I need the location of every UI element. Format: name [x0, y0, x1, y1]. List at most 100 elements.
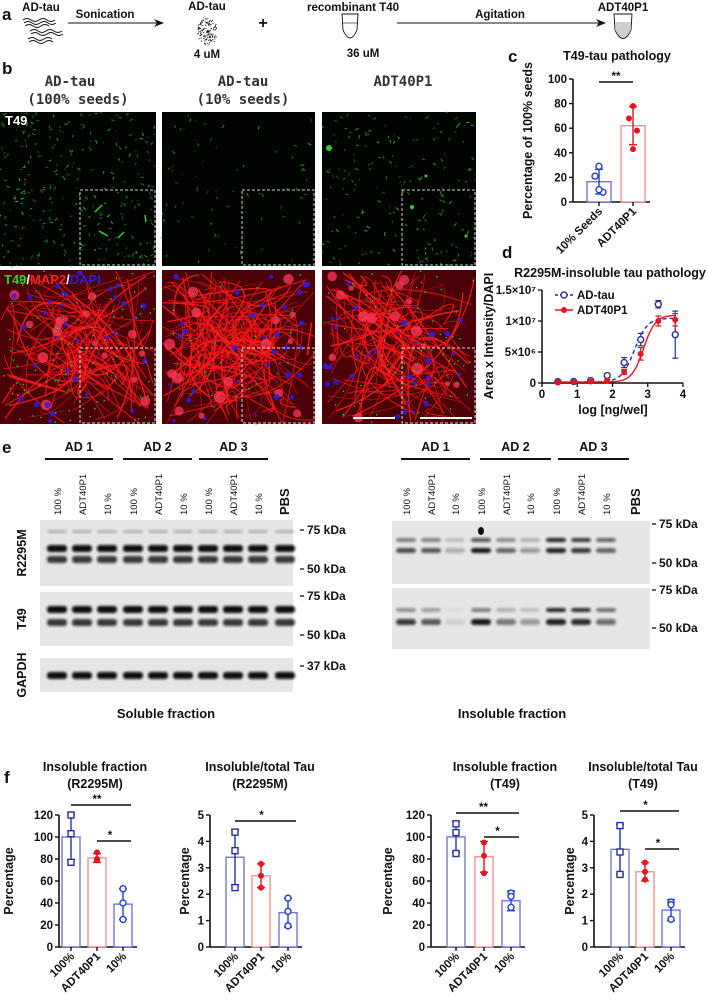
neurite	[69, 329, 147, 386]
tau-inclusion	[456, 382, 459, 384]
tau-inclusion	[232, 190, 235, 193]
tau-inclusion	[11, 265, 14, 269]
data-point	[119, 915, 127, 924]
tau-inclusion	[21, 211, 24, 216]
y-axis-label: Percentage	[563, 847, 577, 914]
tau-inclusion	[153, 133, 156, 136]
tau-inclusion	[137, 418, 140, 420]
tau-inclusion	[36, 150, 40, 153]
neuron-soma	[389, 311, 400, 322]
band	[173, 556, 193, 563]
tau-inclusion	[417, 257, 420, 260]
nucleus	[121, 301, 127, 307]
tau-inclusion	[443, 166, 446, 169]
tau-inclusion	[144, 287, 147, 289]
tau-inclusion	[56, 138, 59, 141]
neuron-soma	[171, 372, 184, 384]
tau-inclusion	[469, 194, 472, 199]
data-point	[258, 872, 264, 879]
tau-inclusion	[174, 205, 177, 208]
tau-inclusion	[466, 230, 470, 235]
data-point	[481, 839, 487, 846]
neuron-soma	[25, 320, 34, 329]
neurite	[43, 281, 135, 298]
lane-label: ADT40P1	[502, 474, 513, 515]
band	[123, 606, 143, 613]
band	[421, 619, 441, 625]
tau-inclusion	[102, 141, 105, 144]
tau-inclusion	[364, 145, 367, 147]
tau-inclusion	[118, 116, 122, 119]
tau-inclusion	[19, 418, 21, 421]
tau-inclusion	[116, 332, 118, 335]
tau-inclusion	[299, 197, 304, 199]
tau-inclusion	[93, 195, 97, 199]
tau-inclusion	[57, 302, 59, 305]
seed-particle	[211, 19, 213, 21]
data-point	[284, 894, 292, 902]
neuron-soma	[357, 311, 369, 323]
inset-box	[79, 347, 156, 424]
neurite	[424, 373, 453, 418]
seed-particle	[209, 36, 211, 38]
tau-inclusion	[115, 130, 117, 132]
tau-inclusion	[48, 217, 51, 221]
tau-inclusion	[94, 204, 103, 213]
seed-particle	[215, 24, 217, 26]
tau-inclusion	[125, 112, 129, 116]
seed-particle	[208, 24, 210, 26]
band	[596, 619, 616, 625]
band	[123, 545, 143, 552]
data-point	[642, 868, 648, 875]
neurite	[334, 286, 420, 307]
tau-inclusion	[171, 169, 173, 172]
tau-inclusion	[381, 191, 386, 194]
tau-inclusion	[469, 168, 472, 172]
tau-inclusion	[112, 310, 114, 312]
tau-inclusion	[144, 214, 147, 223]
neuron-soma	[411, 362, 424, 375]
nucleus	[298, 344, 304, 350]
nucleus	[356, 354, 360, 358]
y-tick-label: 2	[198, 889, 204, 901]
chart-d-dose-response: R2295M-insoluble tau pathology Area x Int…	[482, 266, 706, 417]
neurite	[280, 397, 296, 408]
tau-inclusion	[452, 335, 454, 338]
band	[198, 672, 218, 679]
chart-title: (R2295M)	[232, 777, 288, 791]
seed-particle	[203, 32, 205, 34]
seed-particle	[198, 27, 200, 29]
tau-inclusion	[352, 283, 354, 285]
tau-inclusion	[421, 197, 424, 200]
seed-particle	[210, 28, 212, 30]
tau-inclusion	[15, 139, 17, 141]
tau-inclusion	[64, 168, 66, 171]
tau-inclusion	[82, 124, 85, 127]
tau-inclusion	[69, 360, 72, 363]
tau-inclusion	[20, 145, 24, 148]
tau-inclusion	[59, 129, 62, 132]
inset-box	[79, 189, 156, 266]
tau-inclusion	[54, 421, 56, 423]
band	[123, 530, 143, 533]
nucleus	[180, 321, 185, 326]
tau-inclusion	[404, 116, 408, 119]
data-point	[595, 185, 603, 194]
band	[248, 672, 268, 679]
tau-inclusion	[417, 219, 422, 222]
tau-inclusion	[48, 135, 52, 139]
tau-inclusion	[328, 171, 331, 173]
data-point	[667, 901, 675, 909]
nucleus	[253, 413, 257, 417]
tau-inclusion	[172, 309, 175, 312]
y-tick-label: 120	[406, 810, 425, 822]
tau-inclusion	[120, 212, 124, 216]
tau-inclusion	[289, 331, 292, 334]
tau-inclusion	[64, 123, 68, 125]
tau-inclusion	[121, 284, 123, 287]
tau-inclusion	[71, 166, 74, 168]
seed-particle	[197, 25, 199, 27]
tau-inclusion	[39, 219, 42, 222]
merge-channel-label: T49/MAP2/DAPI	[4, 272, 101, 287]
data-point	[654, 300, 663, 308]
